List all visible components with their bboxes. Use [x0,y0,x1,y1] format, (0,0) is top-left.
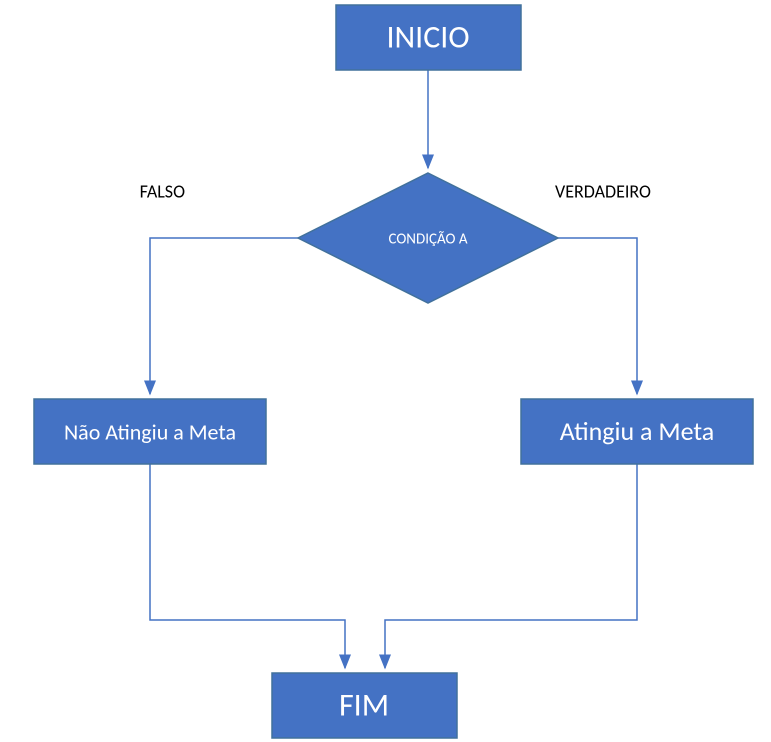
edge-nao_atingiu_bottom-fim_top_l [150,464,345,668]
edge-label-verdadeiro: VERDADEIRO [555,180,651,202]
edge-atingiu_bottom-fim_top_r [385,464,637,668]
inicio-label: INICIO [386,18,469,57]
edge-label-falso: FALSO [140,180,186,202]
nao-atingiu-label: Não Atingiu a Meta [64,418,236,445]
node-condicao: CONDIÇÃO A [298,173,558,303]
node-fim: FIM [272,673,457,738]
atingiu-label: Atingiu a Meta [560,415,714,447]
node-nao-atingiu: Não Atingiu a Meta [34,399,266,464]
fim-label: FIM [339,686,389,725]
condicao-label: CONDIÇÃO A [389,231,468,249]
edge-condicao_left-nao_atingiu_top [150,238,298,394]
edges-group [150,70,637,668]
node-inicio: INICIO [336,5,521,70]
flowchart-canvas: INICIO CONDIÇÃO A Não Atingiu a Meta Ati… [0,0,771,742]
node-atingiu: Atingiu a Meta [521,399,753,464]
edge-condicao_right-atingiu_top [558,238,637,394]
